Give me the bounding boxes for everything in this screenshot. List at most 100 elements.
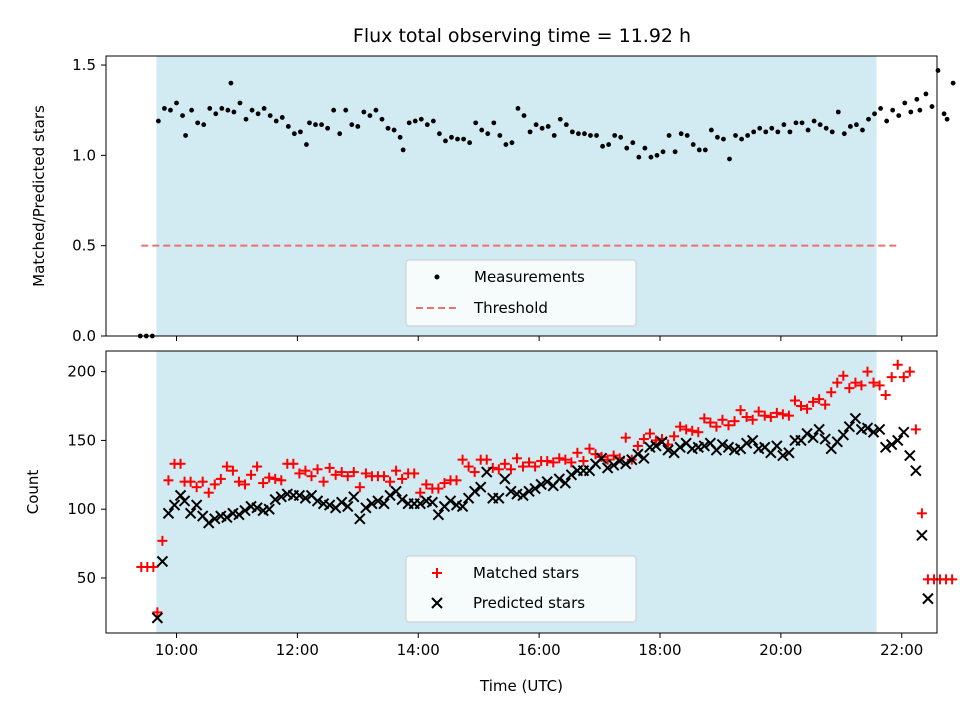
matched-star-point bbox=[524, 457, 535, 468]
predicted-star-point bbox=[174, 489, 187, 502]
measurement-point bbox=[545, 124, 551, 129]
measurement-point bbox=[594, 133, 599, 138]
predicted-star-point bbox=[390, 485, 402, 498]
measurement-point bbox=[636, 154, 642, 160]
top-axes-frame bbox=[105, 55, 938, 337]
bottom-axis-ticks: 50 100 150 200 10:00 12:00 14:00 16:00 18:00 20:0… bbox=[67, 363, 923, 659]
predicted-star-point bbox=[360, 502, 372, 514]
matched-star-point bbox=[300, 465, 311, 476]
matched-star-point bbox=[868, 377, 879, 388]
matched-star-point bbox=[862, 366, 873, 377]
measurement-point bbox=[576, 131, 581, 137]
matched-star-point bbox=[838, 370, 849, 381]
matched-star-point bbox=[910, 424, 921, 435]
predicted-star-point bbox=[559, 477, 572, 489]
y-tick-label: 150 bbox=[67, 431, 96, 449]
x-tick-label: 20:00 bbox=[759, 641, 802, 659]
matched-stars-legend-label: Matched stars bbox=[473, 564, 579, 582]
predicted-star-point bbox=[722, 441, 735, 453]
predicted-star-point bbox=[662, 444, 674, 456]
measurement-point bbox=[823, 125, 829, 131]
matched-star-point bbox=[705, 417, 716, 428]
predicted-star-point bbox=[263, 503, 275, 515]
measurement-point bbox=[449, 134, 454, 140]
measurement-point bbox=[775, 129, 781, 135]
predicted-star-point bbox=[221, 511, 233, 524]
matched-star-point bbox=[397, 473, 408, 484]
matched-star-point bbox=[175, 458, 186, 469]
matched-star-point bbox=[880, 390, 891, 401]
measurement-point bbox=[228, 80, 234, 86]
predicted-star-point bbox=[541, 475, 553, 488]
measurement-point bbox=[721, 136, 726, 142]
measurement-point bbox=[337, 131, 343, 137]
matched-star-point bbox=[802, 403, 813, 414]
matched-star-point bbox=[288, 458, 299, 469]
predicted-star-point bbox=[354, 513, 366, 525]
matched-star-point bbox=[729, 416, 740, 427]
matched-star-point bbox=[783, 410, 794, 421]
matched-star-point bbox=[457, 454, 468, 465]
matched-stars-legend-marker bbox=[432, 568, 442, 578]
x-tick-label: 16:00 bbox=[518, 641, 561, 659]
predicted-stars-legend-marker bbox=[431, 597, 443, 609]
predicted-star-point bbox=[674, 441, 686, 453]
measurement-point bbox=[412, 118, 418, 124]
measurement-point bbox=[533, 122, 539, 128]
predicted-star-point bbox=[904, 449, 916, 462]
measurement-point bbox=[418, 116, 424, 122]
measurement-point bbox=[307, 120, 312, 126]
matched-star-point bbox=[687, 425, 698, 436]
matched-star-point bbox=[469, 467, 480, 478]
matched-star-point bbox=[669, 431, 680, 442]
predicted-star-point bbox=[656, 436, 668, 448]
matched-star-point bbox=[318, 476, 329, 487]
predicted-star-point bbox=[807, 431, 819, 444]
measurement-point bbox=[349, 122, 355, 128]
matched-star-point bbox=[276, 475, 287, 486]
measurement-point bbox=[183, 133, 188, 138]
matched-star-point bbox=[747, 414, 758, 425]
predicted-star-point bbox=[553, 473, 565, 485]
predicted-star-point bbox=[922, 592, 934, 605]
predicted-star-point bbox=[885, 438, 898, 451]
measurement-point bbox=[917, 107, 923, 113]
measurement-point bbox=[400, 147, 406, 153]
x-tick-label: 14:00 bbox=[397, 641, 440, 659]
predicted-star-point bbox=[162, 507, 175, 520]
matched-star-point bbox=[487, 462, 498, 473]
measurement-point bbox=[291, 131, 297, 137]
predicted-star-point bbox=[168, 499, 181, 511]
matched-star-point bbox=[258, 478, 269, 489]
measurement-point bbox=[727, 156, 732, 162]
matched-star-point bbox=[814, 394, 825, 405]
predicted-star-point bbox=[311, 495, 324, 507]
predicted-star-point bbox=[275, 491, 287, 503]
measurement-point bbox=[935, 68, 941, 73]
matched-star-point bbox=[644, 428, 655, 439]
matched-star-point bbox=[620, 432, 631, 443]
matched-star-point bbox=[518, 461, 529, 472]
matched-star-point bbox=[511, 453, 522, 464]
matched-star-point bbox=[197, 476, 208, 487]
measurement-point bbox=[437, 131, 442, 137]
predicted-star-point bbox=[335, 496, 348, 509]
measurement-point bbox=[497, 133, 503, 138]
measurement-point bbox=[606, 142, 612, 147]
measurement-point bbox=[872, 111, 877, 117]
predicted-star-point bbox=[740, 437, 753, 449]
measurement-point bbox=[690, 142, 696, 147]
predicted-star-point bbox=[372, 495, 384, 507]
matched-star-point bbox=[505, 464, 516, 475]
predicted-star-point bbox=[879, 441, 892, 453]
measurement-point bbox=[708, 127, 714, 133]
predicted-star-point bbox=[444, 495, 457, 507]
measurement-point bbox=[890, 107, 896, 113]
matched-star-point bbox=[433, 483, 444, 494]
measurement-point bbox=[237, 100, 243, 106]
bottom-legend: Matched stars Predicted stars bbox=[405, 555, 637, 623]
matched-star-point bbox=[270, 473, 281, 484]
measurement-point bbox=[267, 113, 273, 119]
bottom-plot-marks bbox=[136, 359, 958, 624]
predicted-star-point bbox=[493, 492, 505, 504]
